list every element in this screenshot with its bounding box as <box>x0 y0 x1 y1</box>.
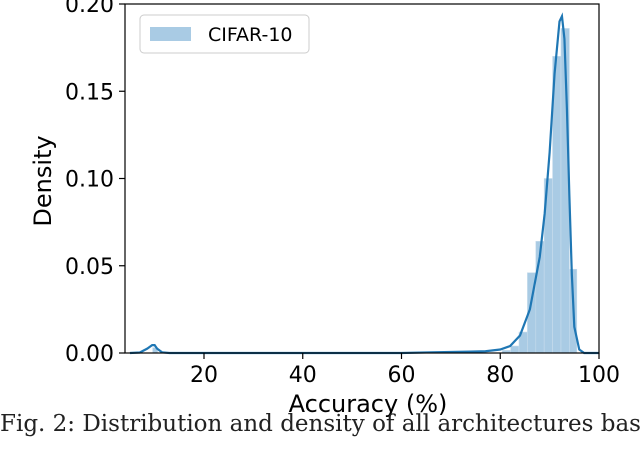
y-tick-label: 0.05 <box>65 255 114 280</box>
kde-curve <box>129 12 599 355</box>
y-tick-label: 0.20 <box>65 0 114 18</box>
y-tick-label: 0.10 <box>65 168 114 193</box>
x-tick-label: 20 <box>190 363 218 388</box>
x-tick-label: 60 <box>388 363 416 388</box>
x-axis-ticks: 20 40 60 80 100 <box>190 353 620 388</box>
x-axis-label: Accuracy (%) <box>289 390 448 418</box>
legend-swatch <box>150 27 191 41</box>
x-tick-label: 80 <box>486 363 514 388</box>
x-tick-label: 100 <box>578 363 620 388</box>
y-tick-label: 0.00 <box>65 342 114 367</box>
histogram-bars <box>152 28 578 354</box>
x-tick-label: 40 <box>289 363 317 388</box>
histogram-bar <box>510 345 520 354</box>
legend-label: CIFAR-10 <box>208 24 293 46</box>
legend-frame <box>139 14 310 54</box>
figure-caption: Fig. 2: Distribution and density of all … <box>0 411 640 437</box>
y-axis-label: Density <box>29 135 57 226</box>
y-tick-label: 0.15 <box>65 80 114 105</box>
y-axis-ticks: 0.00 0.05 0.10 0.15 0.20 <box>65 0 125 367</box>
legend: CIFAR-10 <box>139 14 310 54</box>
